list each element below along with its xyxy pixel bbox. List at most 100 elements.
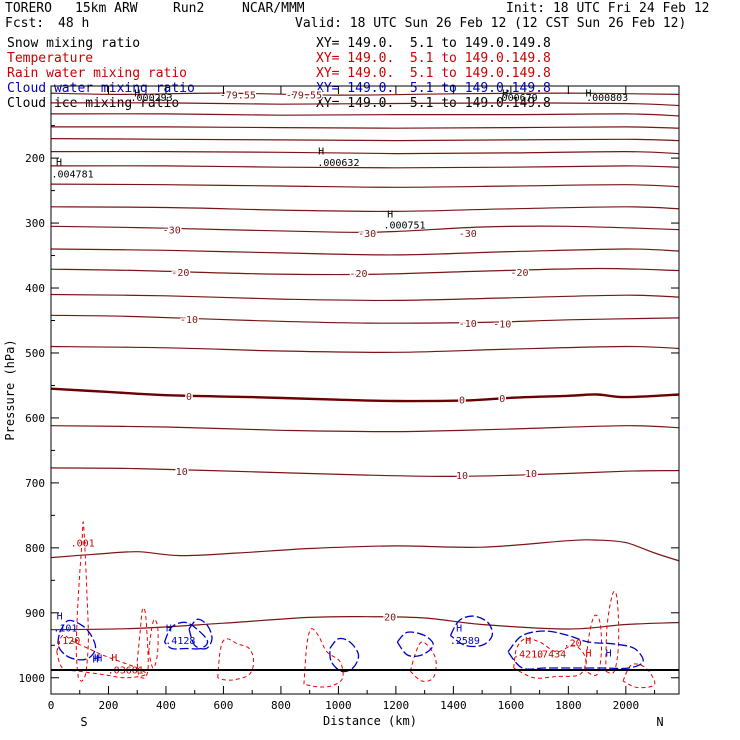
isotherm-line (51, 138, 679, 142)
y-tick-label: 200 (25, 152, 45, 165)
max-label: .20 (564, 639, 582, 650)
max-label: H (502, 88, 508, 99)
isotherm-label: 0 (459, 396, 465, 407)
header-org: NCAR/MMM (242, 1, 305, 16)
max-label: .120 (56, 636, 80, 647)
x-tick-label: 1000 (325, 699, 352, 712)
isotherm-line (51, 615, 679, 631)
x-tick-label: 1400 (440, 699, 467, 712)
isotherm-label: -20 (510, 268, 528, 279)
legend-temperature-name: Temperature (7, 51, 94, 66)
isotherm-line (51, 113, 679, 117)
max-label: .000632 (317, 158, 359, 169)
isotherm-line (51, 425, 679, 433)
max-label: H (94, 653, 100, 664)
isotherm-label: -20 (171, 268, 189, 279)
isotherm-label: 10 (525, 469, 537, 480)
cloud-water-contour (449, 615, 494, 648)
isotherm-line (51, 293, 679, 302)
isotherm-label: 10 (456, 471, 468, 482)
max-label: .001 (71, 539, 95, 550)
y-tick-label: 800 (25, 542, 45, 555)
isotherm-label: -10 (459, 319, 477, 330)
x-tick-label: 800 (271, 699, 291, 712)
cloud-water-contour (396, 631, 434, 658)
header-fcst-label: Fcst: (5, 16, 45, 31)
max-label: H (585, 648, 591, 659)
x-tick-label: 1200 (383, 699, 410, 712)
isotherm-label: -10 (180, 315, 198, 326)
y-axis-label: Pressure (hPa) (3, 339, 17, 440)
max-label: H (166, 624, 172, 635)
max-label: H (93, 654, 99, 665)
isotherm-line (51, 345, 679, 353)
y-tick-label: 900 (25, 607, 45, 620)
isotherm-line (51, 225, 679, 233)
isotherm-label: -30 (459, 229, 477, 240)
header-run: Run2 (173, 1, 205, 16)
max-label: .101 (53, 624, 77, 635)
isotherm-line (51, 387, 679, 403)
max-label: .000679 (496, 93, 538, 104)
rain-contour (622, 663, 656, 689)
isotherm-label: -79.55 (220, 90, 256, 101)
isotherm-label: 10 (176, 467, 188, 478)
header-resolution: 15km ARW (75, 1, 138, 16)
isotherm-label: -79.55 (286, 90, 322, 101)
max-label: .4210 (513, 650, 543, 661)
rain-contour (303, 628, 344, 688)
rain-contour (56, 634, 147, 679)
isotherm-line (51, 102, 679, 107)
max-label: H (111, 653, 117, 664)
max-label: .7434 (536, 650, 566, 661)
isotherm-label: 0 (499, 394, 505, 405)
max-label: .000293 (131, 93, 173, 104)
y-tick-label: 600 (25, 412, 45, 425)
max-label: .2589 (450, 636, 480, 647)
x-end-right: N (656, 715, 663, 729)
rain-contour (605, 590, 620, 674)
legend-snow-name: Snow mixing ratio (7, 36, 141, 51)
isotherm-line (51, 150, 679, 155)
isotherm-line (51, 467, 679, 478)
y-tick-label: 400 (25, 282, 45, 295)
max-label: H (318, 146, 324, 157)
plot-frame (50, 85, 680, 695)
max-label: .4128 (165, 636, 195, 647)
legend-rain-name: Rain water mixing ratio (7, 66, 188, 81)
header-init: Init: 18 UTC Fri 24 Feb 12 (506, 1, 710, 16)
legend-cloud-water-xy: XY= 149.0. 5.1 to 149.0.149.8 (316, 81, 551, 96)
max-label: H (585, 88, 591, 99)
legend-rain-xy: XY= 149.0. 5.1 to 149.0.149.8 (316, 66, 551, 81)
max-label: .004781 (51, 170, 93, 181)
max-label: .000751 (383, 220, 425, 231)
header-fcst-value: 48 h (58, 16, 90, 31)
x-tick-label: 600 (214, 699, 234, 712)
cloud-water-contour (188, 618, 213, 650)
y-tick-label: 300 (25, 217, 45, 230)
isotherm-line (51, 206, 679, 213)
x-tick-label: 400 (156, 699, 176, 712)
max-label: H (96, 654, 102, 665)
isotherm-label: 0 (186, 392, 192, 403)
x-tick-label: 1600 (498, 699, 525, 712)
x-tick-label: 1800 (555, 699, 582, 712)
isotherm-label: -20 (350, 269, 368, 280)
isotherm-line (51, 248, 679, 256)
max-label: H (456, 624, 462, 635)
max-label: H (56, 157, 62, 168)
isotherm-line (51, 126, 679, 129)
rain-contour (136, 607, 149, 679)
cloud-water-contour (163, 621, 209, 650)
max-label: H (134, 88, 140, 99)
isotherm-line (51, 165, 679, 169)
max-label: H (525, 636, 531, 647)
max-label: H (387, 209, 393, 220)
rain-contour (409, 641, 437, 682)
x-tick-label: 200 (99, 699, 119, 712)
max-label: H (57, 611, 63, 622)
legend-snow-xy: XY= 149.0. 5.1 to 149.0.149.8 (316, 36, 551, 51)
cloud-water-contour (329, 637, 360, 673)
cloud-water-contour (507, 630, 644, 670)
